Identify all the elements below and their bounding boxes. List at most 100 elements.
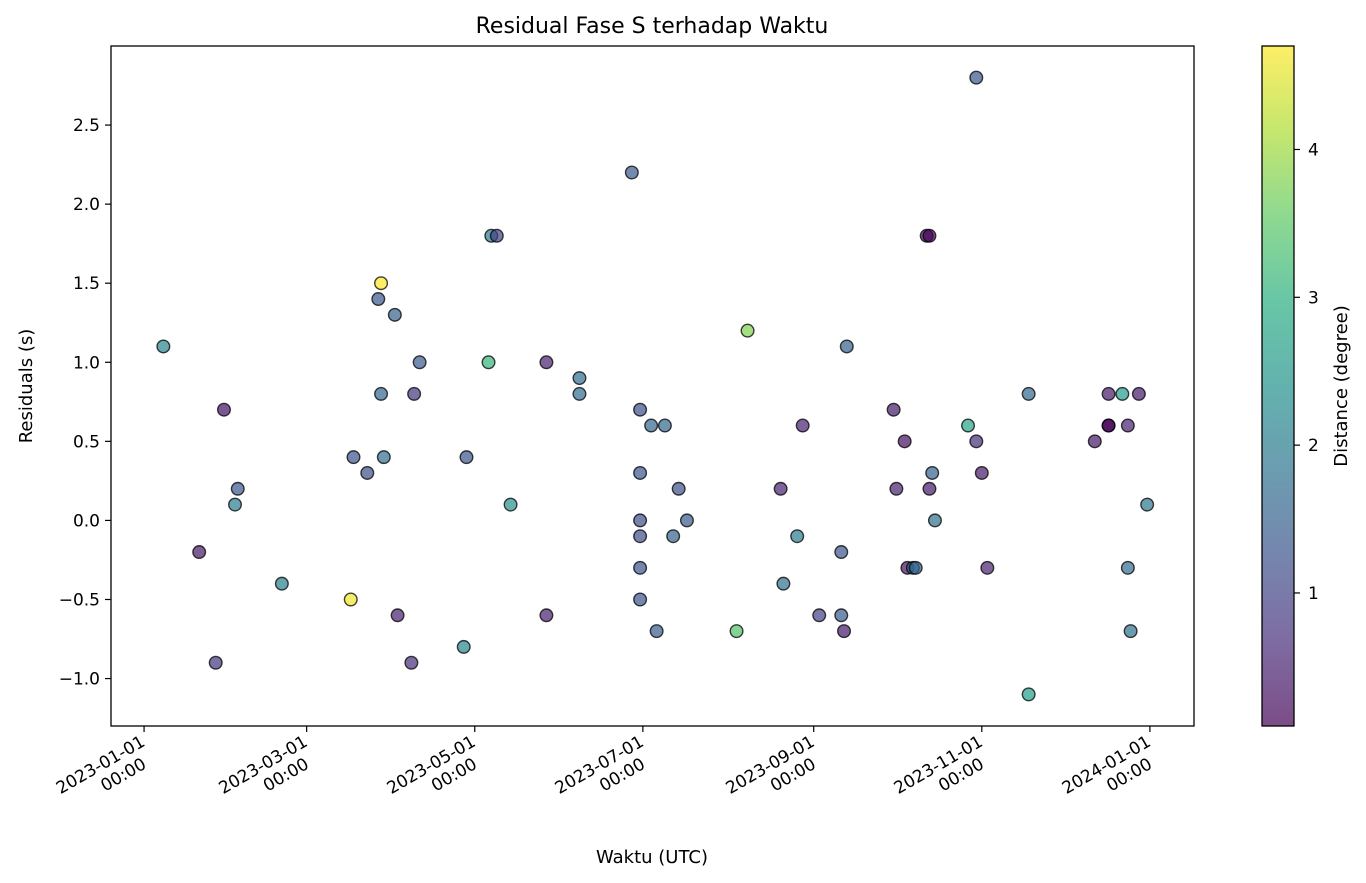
scatter-point [834, 608, 849, 623]
x-tick-label: 2024-01-0100:00 [1059, 732, 1165, 816]
scatter-point [897, 434, 912, 449]
scatter-point [834, 545, 849, 560]
scatter-point [376, 450, 391, 465]
scatter-point [208, 655, 223, 670]
y-tick-label: 1.0 [73, 353, 100, 373]
scatter-point [230, 481, 245, 496]
scatter-point [671, 481, 686, 496]
scatter-point [374, 386, 389, 401]
scatter-point [922, 481, 937, 496]
colorbar-tick-label: 1 [1308, 584, 1319, 604]
scatter-point [371, 292, 386, 307]
scatter-point [657, 418, 672, 433]
scatter-point [481, 355, 496, 370]
scatter-point [795, 418, 810, 433]
scatter-point [633, 465, 648, 480]
scatter-point [539, 355, 554, 370]
x-tick-label: 2023-01-0100:00 [53, 732, 159, 816]
scatter-point [837, 624, 852, 639]
scatter-point [633, 513, 648, 528]
scatter-point [390, 608, 405, 623]
scatter-point [969, 70, 984, 85]
scatter-point [1087, 434, 1102, 449]
scatter-point [1123, 624, 1138, 639]
scatter-point [644, 418, 659, 433]
y-tick-label: −1.0 [59, 670, 100, 690]
scatter-point [773, 481, 788, 496]
x-axis-label: Waktu (UTC) [596, 847, 708, 868]
scatter-point [886, 402, 901, 417]
colorbar-tick-label: 4 [1308, 140, 1319, 160]
plot-area-frame [110, 45, 1195, 727]
scatter-point [407, 386, 422, 401]
scatter-point [1140, 497, 1155, 512]
scatter-point [729, 624, 744, 639]
scatter-point [404, 655, 419, 670]
colorbar: 1 2 3 4 [1261, 45, 1319, 727]
y-tick-label: −0.5 [59, 590, 100, 610]
scatter-point [1021, 386, 1036, 401]
scatter-point [503, 497, 518, 512]
scatter-point [156, 339, 171, 354]
chart-title: Residual Fase S terhadap Waktu [476, 14, 829, 39]
scatter-point [1120, 560, 1135, 575]
scatter-point [1021, 687, 1036, 702]
scatter-point [790, 529, 805, 544]
y-tick-label: 2.5 [73, 116, 100, 136]
scatter-point [459, 450, 474, 465]
x-tick-label: 2023-07-0100:00 [552, 732, 658, 816]
scatter-point [908, 560, 923, 575]
scatter-point [216, 402, 231, 417]
y-tick-label: 1.5 [73, 274, 100, 294]
scatter-point [812, 608, 827, 623]
scatter-point [633, 529, 648, 544]
scatter-point [412, 355, 427, 370]
scatter-point [740, 323, 755, 338]
scatter-point [1115, 386, 1130, 401]
colorbar-tick-label: 3 [1308, 288, 1319, 308]
scatter-point [666, 529, 681, 544]
scatter-point [374, 276, 389, 291]
scatter-point [192, 545, 207, 560]
y-tick-label: 0.5 [73, 432, 100, 452]
x-tick-label: 2023-03-0100:00 [216, 732, 322, 816]
scatter-point [980, 560, 995, 575]
scatter-point [489, 228, 504, 243]
scatter-point [1131, 386, 1146, 401]
scatter-point [633, 402, 648, 417]
scatter-point [624, 165, 639, 180]
scatter-point [274, 576, 289, 591]
scatter-point [633, 560, 648, 575]
scatter-point [679, 513, 694, 528]
x-axis: 2023-01-0100:00 2023-03-0100:00 2023-05-01… [53, 726, 1165, 816]
scatter-point [572, 386, 587, 401]
scatter-point [572, 371, 587, 386]
scatter-point [839, 339, 854, 354]
scatter-point [456, 639, 471, 654]
scatter-point [343, 592, 358, 607]
scatter-point [925, 465, 940, 480]
scatter-point [649, 624, 664, 639]
plot-markers [156, 70, 1155, 702]
y-tick-label: 2.0 [73, 195, 100, 215]
scatter-point [1101, 386, 1116, 401]
scatter-point [1120, 418, 1135, 433]
y-axis: −1.0 −0.5 0.0 0.5 1.0 1.5 2.0 2.5 [59, 116, 111, 690]
scatter-point [961, 418, 976, 433]
scatter-point [889, 481, 904, 496]
colorbar-gradient [1261, 45, 1295, 727]
scatter-point [969, 434, 984, 449]
y-tick-label: 0.0 [73, 511, 100, 531]
colorbar-tick-label: 2 [1308, 436, 1319, 456]
scatter-point [922, 228, 937, 243]
x-tick-label: 2023-11-0100:00 [891, 732, 997, 816]
x-tick-label: 2023-09-0100:00 [723, 732, 829, 816]
scatter-point [387, 307, 402, 322]
colorbar-label: Distance (degree) [1331, 305, 1352, 467]
scatter-point [633, 592, 648, 607]
scatter-point [974, 465, 989, 480]
y-axis-label: Residuals (s) [16, 329, 37, 444]
scatter-point [228, 497, 243, 512]
scatter-point [1101, 418, 1116, 433]
